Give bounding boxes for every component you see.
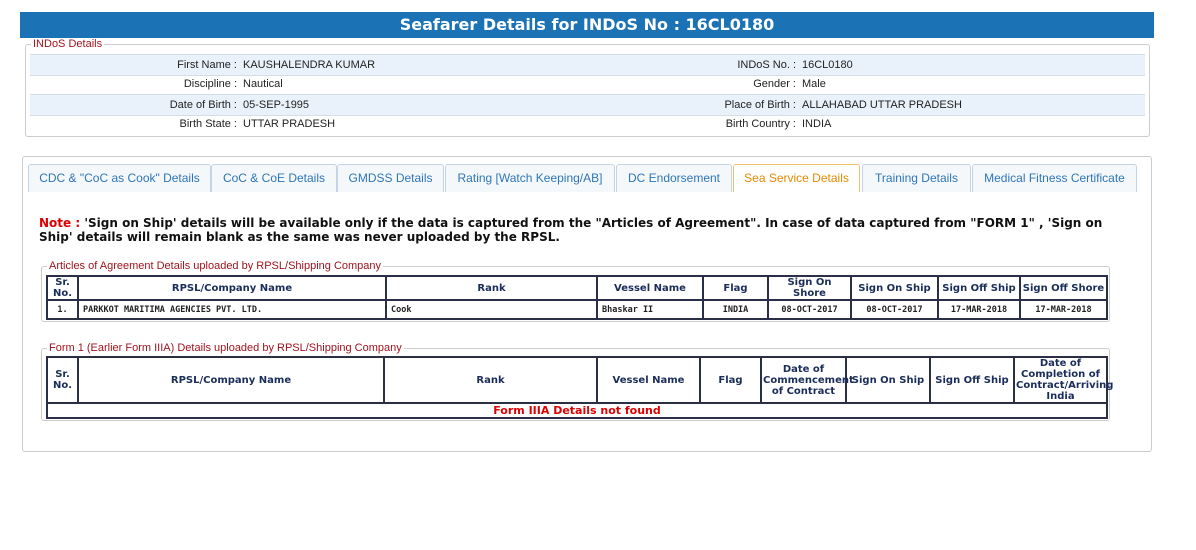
cell: 1. (46, 299, 79, 320)
field-label: Discipline : (183, 78, 237, 90)
cell: INDIA (702, 299, 769, 320)
tab[interactable]: Sea Service Details (733, 164, 860, 192)
cell: Bhaskar II (596, 299, 704, 320)
field-value: UTTAR PRADESH (243, 118, 336, 130)
column-header: Sign On Ship (850, 275, 939, 301)
column-header: Sign Off Ship (929, 356, 1015, 404)
field-label: Place of Birth : (724, 99, 796, 111)
column-header: Vessel Name (596, 356, 701, 404)
field-value: 05-SEP-1995 (243, 99, 310, 111)
column-header: Vessel Name (596, 275, 704, 301)
tab[interactable]: CoC & CoE Details (211, 164, 337, 192)
field-label: Birth Country : (725, 118, 796, 130)
panel-legend: Form 1 (Earlier Form IIIA) Details uploa… (47, 342, 404, 354)
tab[interactable]: CDC & "CoC as Cook" Details (28, 164, 211, 192)
column-header: RPSL/Company Name (77, 356, 385, 404)
indos-panel: INDoS Details First Name : KAUSHALENDRA K… (25, 38, 1150, 137)
note: Note : 'Sign on Ship' details will be av… (39, 216, 1109, 244)
cell: 17-MAR-2018 (1019, 299, 1108, 320)
info-row: Discipline : Nautical Gender : Male (30, 74, 1145, 94)
field-value: KAUSHALENDRA KUMAR (243, 59, 376, 71)
column-header: Flag (702, 275, 769, 301)
tab[interactable]: Medical Fitness Certificate (972, 164, 1137, 192)
field-label: First Name : (177, 59, 237, 71)
field-value: Male (802, 78, 826, 90)
panel-legend: INDoS Details (31, 38, 105, 50)
header-row: Sr. No. RPSL/Company Name Rank Vessel Name F… (46, 356, 1114, 404)
cell: Cook (385, 299, 598, 320)
column-header: Rank (385, 275, 598, 301)
note-text: 'Sign on Ship' details will be available… (39, 216, 1103, 244)
note-label: Note : (39, 216, 81, 230)
column-header: Date of Completion of Contract/Arriving … (1013, 356, 1114, 404)
tab[interactable]: GMDSS Details (337, 164, 444, 192)
field-value: INDIA (802, 118, 832, 130)
articles-panel: Articles of Agreement Details uploaded b… (41, 260, 1110, 322)
field-value: ALLAHABAD UTTAR PRADESH (802, 99, 962, 111)
cell: 17-MAR-2018 (937, 299, 1021, 320)
panel-legend: Articles of Agreement Details uploaded b… (47, 260, 384, 272)
column-header: Date of Commencement of Contract (760, 356, 854, 404)
cell: 08-OCT-2017 (850, 299, 939, 320)
field-value: 16CL0180 (802, 59, 853, 71)
field-value: Nautical (243, 78, 283, 90)
page-title: Seafarer Details for INDoS No : 16CL0180 (20, 12, 1154, 38)
field-label: Date of Birth : (169, 99, 237, 111)
column-header: Sign On Ship (845, 356, 931, 404)
column-header: Rank (383, 356, 598, 404)
column-header: Flag (699, 356, 762, 404)
column-header: Sign Off Shore (1019, 275, 1108, 301)
column-header: Sr. No. (46, 275, 79, 301)
field-label: Gender : (753, 78, 796, 90)
data-row: 1. PARKKOT MARITIMA AGENCIES PVT. LTD. Coo… (46, 299, 1108, 320)
data-table: Sr. No. RPSL/Company Name Rank Vessel Name F… (46, 275, 1108, 320)
data-table: Sr. No. RPSL/Company Name Rank Vessel Name F… (46, 356, 1114, 419)
tab[interactable]: DC Endorsement (616, 164, 732, 192)
header-row: Sr. No. RPSL/Company Name Rank Vessel Name F… (46, 275, 1108, 301)
info-row: Date of Birth : 05-SEP-1995 Place of Birth… (30, 94, 1145, 116)
info-row: Birth State : UTTAR PRADESH Birth Country … (30, 114, 1145, 134)
tab[interactable]: Training Details (862, 164, 971, 192)
column-header: Sr. No. (46, 356, 79, 404)
column-header: RPSL/Company Name (77, 275, 387, 301)
empty-row: Form IIIA Details not found (46, 402, 1108, 419)
column-header: Sign On Shore (767, 275, 852, 301)
empty-message: Form IIIA Details not found (46, 402, 1108, 419)
tab[interactable]: Rating [Watch Keeping/AB] (445, 164, 615, 192)
tab-panel (22, 156, 1152, 452)
cell: 08-OCT-2017 (767, 299, 852, 320)
field-label: Birth State : (179, 118, 237, 130)
info-row: First Name : KAUSHALENDRA KUMAR INDoS No. … (30, 54, 1145, 76)
field-label: INDoS No. : (737, 59, 796, 71)
cell: PARKKOT MARITIMA AGENCIES PVT. LTD. (77, 299, 387, 320)
column-header: Sign Off Ship (937, 275, 1021, 301)
form1-panel: Form 1 (Earlier Form IIIA) Details uploa… (41, 342, 1110, 421)
